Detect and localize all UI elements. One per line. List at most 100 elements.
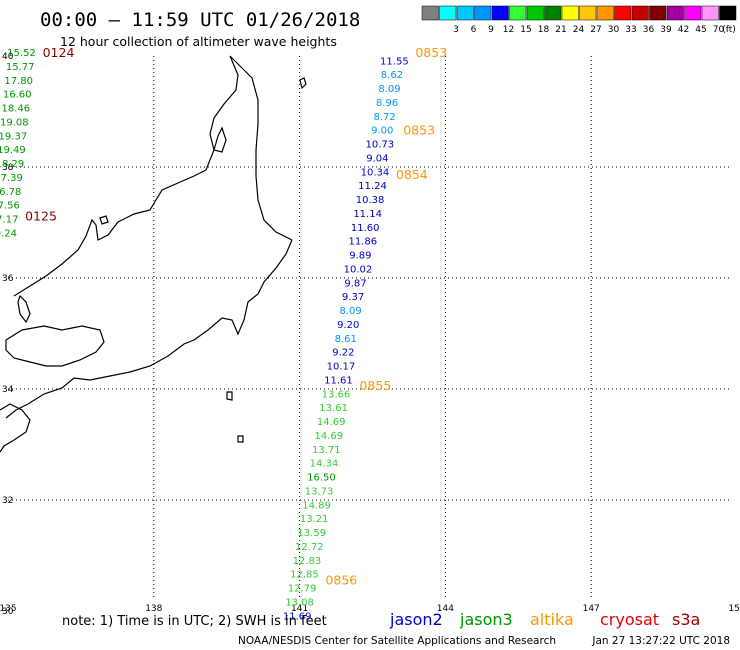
legend-tick-label: 45 [695,25,706,35]
track-time-label: 0853 [403,123,435,138]
legend-tick-label: 33 [625,25,636,35]
latitude-label: 32 [2,496,13,506]
longitude-label: 150 [728,604,740,614]
japan-coastline [0,55,307,453]
legend-tick-label: 3 [453,25,459,35]
track-time-label: 0125 [25,209,57,224]
wave-height-value: 19.08 [0,117,29,128]
wave-height-value: 18.29 [0,159,24,170]
wave-height-value: 13.21 [300,514,329,525]
wave-height-value: 8.62 [381,70,403,81]
legend-tick-label: 18 [538,25,550,35]
wave-height-value: 14.34 [310,459,339,470]
legend-swatch [684,5,702,21]
oki-island-coastline [99,215,109,225]
wave-height-value: 13.08 [285,597,314,608]
wave-height-value: 8.61 [335,334,357,345]
legend-tick-label: 24 [573,25,585,35]
satellite-legend: jason2 jason3 altika cryosat s3a [389,610,700,629]
legend-swatch [544,5,562,21]
honshu-coastline [5,55,293,419]
legend-tick-label: 12 [503,25,514,35]
legend-tick-label: 30 [608,25,620,35]
latitude-label: 34 [2,385,14,395]
legend-swatch [614,5,632,21]
wave-height-value: 16.50 [307,473,336,484]
wave-height-value: 9.87 [344,278,366,289]
wave-height-value: 8.96 [376,98,398,109]
legend-tick-label: 36 [643,25,655,35]
wave-height-color-legend: 3 6 9 12 15 18 21 24 27 30 33 36 39 42 45 70(ft) [421,5,737,35]
wave-height-value: 9.20 [337,320,359,331]
longitude-label: 141 [291,604,308,614]
wave-height-value: 14.69 [317,417,346,428]
wave-height-value: 9.00 [371,126,393,137]
noto-peninsula-coastline [213,126,227,153]
wave-height-value: 18.46 [1,104,30,115]
legend-swatch [509,5,527,21]
latitude-label: 40 [2,52,14,62]
track-time-label: 0124 [43,45,75,60]
wave-height-value: 16.60 [3,90,32,101]
footer-credit: NOAA/NESDIS Center for Satellite Applica… [238,635,556,647]
wave-height-value: 10.73 [365,140,394,151]
wave-height-value: 11.14 [353,209,382,220]
legend-swatch [421,5,439,21]
wave-height-value: 12.83 [293,556,322,567]
wave-height-value: 8.09 [339,306,361,317]
wave-height-value: 14.69 [314,431,343,442]
wave-height-value: 19.49 [0,145,26,156]
map-subtitle: 12 hour collection of altimeter wave hei… [60,34,337,49]
latitude-label: 30 [2,607,14,617]
wave-height-value: 13.59 [297,528,326,539]
longitude-label: 138 [145,604,162,614]
lat-lon-grid [8,56,732,600]
longitude-label: 135 [0,604,17,614]
wave-height-value: 10.38 [356,195,385,206]
legend-swatch [561,5,579,21]
wave-height-value: 11.86 [348,237,377,248]
wave-height-value: 19.24 [0,228,17,239]
wave-height-value: 10.34 [361,167,390,178]
legend-tick-label: 6 [471,25,477,35]
legend-swatch [596,5,614,21]
sado-coastline [299,77,307,90]
wave-height-value: 19.37 [0,131,27,142]
longitude-label: 147 [583,604,600,614]
wave-height-value: 11.24 [358,181,387,192]
footer-timestamp: Jan 27 13:27:22 UTC 2018 [591,635,730,647]
legend-swatch [701,5,719,21]
legend-swatch [491,5,509,21]
wave-height-value: 17.56 [0,201,20,212]
awaji-coastline [17,294,31,324]
legend-swatch [526,5,544,21]
shikoku-coastline [5,325,105,367]
wave-height-value: 14.89 [302,500,331,511]
track-time-label: 0856 [325,572,357,587]
legend-swatch [579,5,597,21]
legend-tick-label: 39 [660,25,672,35]
legend-swatch [649,5,667,21]
wave-height-value: 10.02 [344,264,373,275]
wave-height-value: 15.52 [7,48,36,59]
wave-height-value: 17.80 [4,76,33,87]
izu-island-coastline-2 [237,435,244,443]
legend-tick-label: 42 [678,25,689,35]
legend-tick-label: 70 [713,25,725,35]
wave-height-value: 16.78 [0,187,21,198]
wave-height-value: 10.17 [327,362,356,373]
legend-tick-label: 21 [555,25,566,35]
wave-height-value: 11.55 [380,56,409,67]
longitude-label: 144 [437,604,454,614]
wave-height-value: 11.61 [324,375,353,386]
wave-height-value: 8.72 [374,112,396,123]
wave-height-value: 12.72 [295,542,324,553]
track-time-label: 0854 [396,167,428,182]
wave-height-value: 12.79 [288,584,317,595]
satellite-label-s3a: s3a [672,610,700,629]
wave-height-value: 13.73 [305,486,334,497]
izu-island-coastline [226,391,233,401]
legend-swatch [719,5,737,21]
satellite-label-jason3: jason3 [459,610,513,629]
